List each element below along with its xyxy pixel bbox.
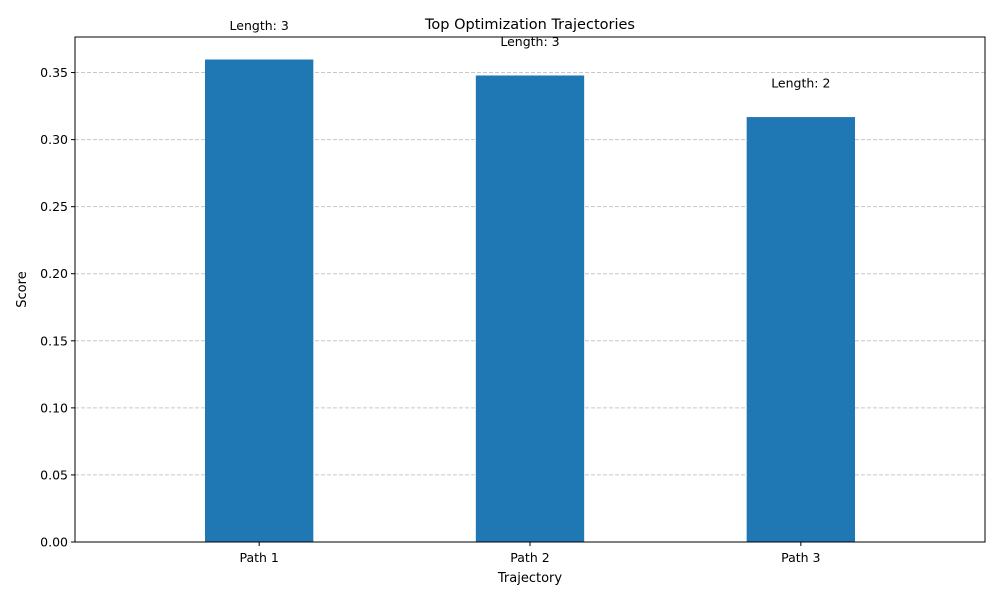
x-tick-label: Path 3 xyxy=(781,550,820,565)
y-tick-label: 0.30 xyxy=(40,132,68,147)
x-tick-label: Path 2 xyxy=(510,550,549,565)
y-tick-label: 0.10 xyxy=(40,400,68,415)
y-tick-label: 0.15 xyxy=(40,333,68,348)
bars xyxy=(205,59,855,543)
y-axis-ticks: 0.00 0.05 0.10 0.15 0.20 0.25 0.30 0.35 xyxy=(40,65,75,550)
bar-length-label: Length: 3 xyxy=(230,18,289,33)
bar-length-label: Length: 2 xyxy=(771,76,830,91)
y-tick-label: 0.25 xyxy=(40,199,68,214)
bar-length-label: Length: 3 xyxy=(500,34,559,49)
bar-1 xyxy=(205,59,314,542)
x-tick-label: Path 1 xyxy=(239,550,278,565)
y-tick-label: 0.05 xyxy=(40,467,68,482)
bar-3 xyxy=(746,117,855,543)
y-tick-label: 0.20 xyxy=(40,266,68,281)
x-axis-ticks: Path 1 Path 2 Path 3 xyxy=(239,542,821,565)
chart-title: Top Optimization Trajectories xyxy=(424,17,635,33)
bar-2 xyxy=(475,75,585,542)
y-tick-label: 0.35 xyxy=(40,65,68,80)
x-axis-label: Trajectory xyxy=(497,571,562,586)
bar-annotations: Length: 3 Length: 3 Length: 2 xyxy=(230,18,831,91)
y-tick-label: 0.00 xyxy=(40,535,68,550)
y-axis-label: Score xyxy=(15,271,30,307)
